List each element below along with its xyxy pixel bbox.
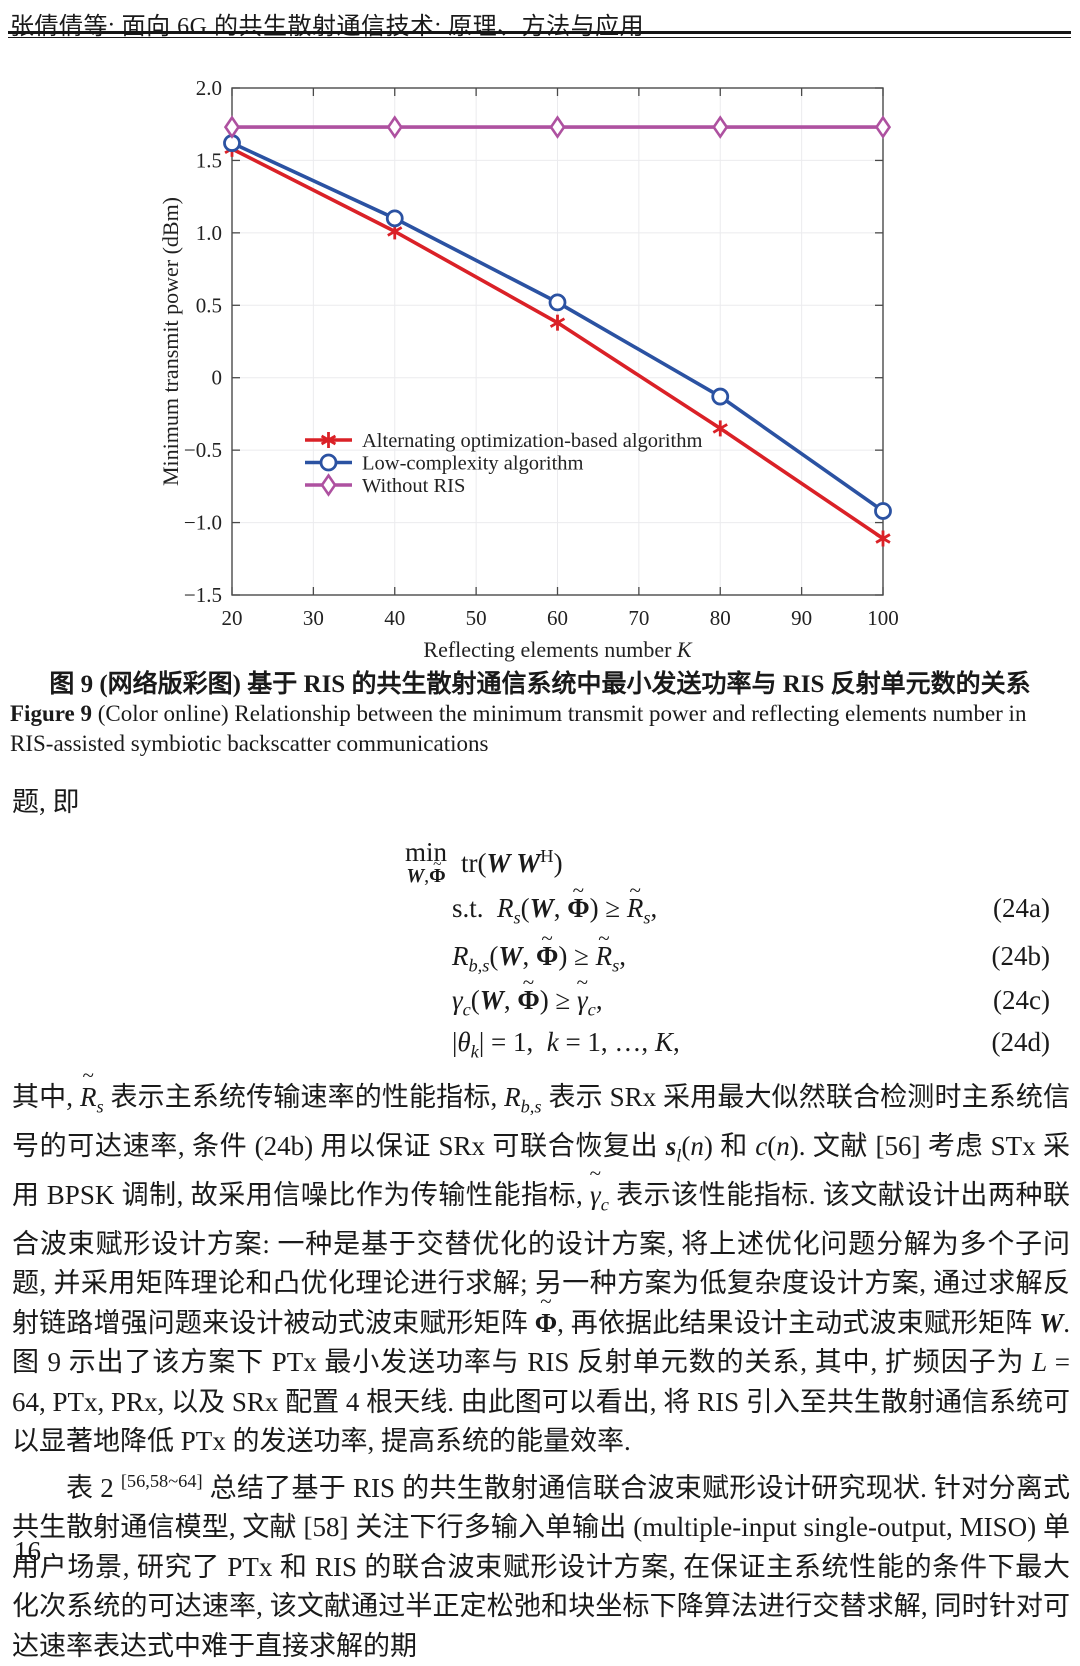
figure-caption-en: Figure 9 (Color online) Relationship bet… [10,699,1072,759]
running-head-title: 张倩倩等: 面向 6G 的共生散射通信技术: 原理、方法与应用 [10,14,645,40]
diamond-marker [386,115,403,139]
series-circle [223,134,892,520]
diamond-marker [712,115,729,139]
x-tick-label: 30 [303,606,324,630]
y-tick-label: 2.0 [196,76,222,100]
page-number: 16 [14,1536,41,1566]
body-text: 其中, R ~ s 表示主系统传输速率的性能指标, Rb,s 表示 SRx 采用最大… [12,1063,1071,1666]
x-tick-label: 70 [628,606,649,630]
paragraph-2: 表 2 [56,58~64] 总结了基于 RIS 的共生散射通信联合波束赋形设计… [12,1470,1071,1661]
legend-entry: Without RIS [305,473,465,497]
circle-marker [874,502,892,520]
x-tick-label: 40 [384,606,405,630]
series-asterisk [224,140,891,547]
legend-label: Low-complexity algorithm [362,453,584,475]
figure-caption-zh: 图 9 (网络版彩图) 基于 RIS 的共生散射通信系统中最小发送功率与 RIS… [49,671,1031,698]
equation-24b-expression: Rb,s(W, Φ ~) ≥ R ~ s, [452,926,627,976]
y-tick-label: 0 [212,366,223,390]
diamond-marker [874,115,892,139]
header-divider-rule [8,31,1071,38]
x-tick-label: 50 [466,606,487,630]
asterisk-marker [320,434,337,446]
equation-24c-expression: γc(W, Φ ~) ≥ γ ~ c, [452,970,603,1020]
legend-label: Without RIS [362,475,465,497]
equation-row-24b: Rb,s(W, Φ ~) ≥ R ~ s, (24b) [0,926,1080,981]
y-axis-label: Minimum transmit power (dBm) [158,197,183,486]
x-tick-label: 20 [222,606,243,630]
figure9-chart: 20 30 40 50 60 70 80 90 100 −1.5 −1.0 −0.5 0 0.5 1.0 1.… [158,76,899,662]
asterisk-marker [387,226,403,237]
x-tick-label: 80 [710,606,731,630]
y-tick-label: −1.0 [184,511,222,535]
figure-caption-en-text: (Color online) Relationship between the … [10,701,1027,756]
diamond-marker [320,473,337,497]
series-diamond [223,115,892,139]
figure-caption-en-label: Figure 9 [10,701,92,726]
diamond-marker [223,115,241,139]
equation-24d-number: (24d) [991,1027,1050,1057]
y-tick-label: −1.5 [184,583,222,607]
equation-objective: min W,Φ ~ tr(W WH) [405,837,563,888]
asterisk-marker [712,423,728,434]
circle-marker [385,209,404,228]
equation-row-24d: |θk| = 1, k = 1, …, K, (24d) [0,1027,1080,1067]
equation-24a-number: (24a) [993,893,1050,923]
asterisk-marker [875,533,891,544]
y-tick-label: −0.5 [184,438,222,462]
legend-entry: Low-complexity algorithm [305,453,584,475]
circle-marker [319,453,338,472]
x-axis-label: Reflecting elements number K [423,637,693,662]
equation-24c-number: (24c) [993,985,1050,1015]
equation-24d-expression: |θk| = 1, k = 1, …, K, [452,1027,680,1062]
equation-row-24c: γc(W, Φ ~) ≥ γ ~ c, (24c) [0,970,1080,1025]
diamond-marker [549,115,566,139]
asterisk-marker [549,317,566,328]
x-tick-label: 90 [791,606,812,630]
paragraph-1: 其中, R ~ s 表示主系统传输速率的性能指标, Rb,s 表示 SRx 采用最大… [12,1063,1071,1457]
legend-entry: Alternating optimization-based algorithm [305,430,702,452]
y-tick-label: 1.5 [196,148,222,172]
equation-row-24a: s.t. Rs(W, Φ ~) ≥ R ~ s, (24a) [0,878,1080,933]
equation-24b-number: (24b) [991,941,1050,971]
y-tick-label: 1.0 [196,221,222,245]
x-tick-label: 60 [547,606,568,630]
circle-marker [711,387,730,406]
y-tick-label: 0.5 [196,293,222,317]
legend-label: Alternating optimization-based algorithm [362,430,702,452]
circle-marker [548,293,567,312]
equation-24a-expression: s.t. Rs(W, Φ ~) ≥ R ~ s, [452,878,658,928]
x-tick-label: 100 [867,606,899,630]
intro-line: 题, 即 [12,787,80,817]
